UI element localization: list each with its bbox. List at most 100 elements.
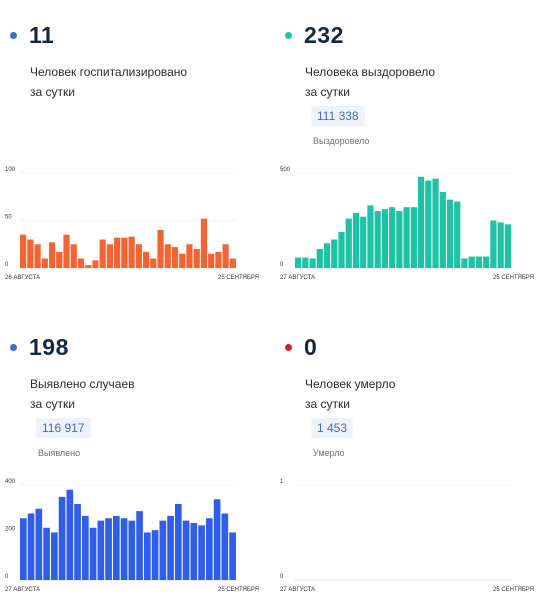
description-line: за сутки (30, 85, 75, 99)
deaths-chart: 1 0 27 АВГУСТА 25 СЕНТЯБРЯ (280, 479, 534, 593)
x-end-label: 25 СЕНТЯБРЯ (493, 275, 534, 281)
y-tick-label: 0 (280, 574, 284, 580)
bar (106, 244, 114, 268)
bar (461, 258, 468, 268)
bar (213, 499, 221, 580)
description-line: Человека выздоровело (305, 65, 436, 79)
bar (374, 211, 381, 268)
bar (27, 513, 35, 580)
bar (475, 256, 483, 268)
description-line: Выявлено случаев (30, 377, 135, 391)
stat-header: 198 (10, 334, 69, 361)
bar (439, 192, 446, 268)
bar (85, 265, 92, 268)
recovered-chart: 500 0 27 АВГУСТА 25 СЕНТЯБРЯ (280, 167, 534, 281)
x-start-label: 27 АВГУСТА (280, 275, 315, 281)
x-start-label: 27 АВГУСТА (5, 587, 40, 593)
bar (48, 242, 56, 268)
bullet-dot-icon (285, 32, 292, 39)
x-end-label: 25 СЕНТЯБРЯ (218, 275, 259, 281)
bar (483, 256, 490, 268)
daily-value: 232 (304, 22, 344, 48)
bar (20, 518, 27, 580)
description-line: Человек умерло (305, 377, 396, 391)
y-tick-label: 0 (5, 262, 9, 268)
bar (179, 253, 186, 268)
bar (27, 239, 34, 268)
bullet-dot-icon (285, 344, 292, 351)
bar (120, 518, 128, 580)
bar (43, 527, 50, 580)
bar (490, 220, 497, 268)
bar (295, 257, 302, 268)
bar (410, 207, 417, 268)
bullet-dot-icon (10, 32, 17, 39)
description-line: за сутки (305, 397, 350, 411)
bar (331, 239, 338, 268)
bar (92, 260, 99, 268)
bar (89, 527, 97, 580)
bar (352, 212, 360, 268)
bar (338, 231, 345, 268)
bar (182, 520, 190, 581)
bar (171, 247, 179, 268)
bar (136, 511, 143, 581)
bar (56, 251, 63, 268)
stat-description: Выявлено случаев за сутки (30, 374, 250, 414)
bar (389, 207, 396, 268)
y-tick-label: 400 (5, 479, 16, 485)
stat-header: 11 (10, 22, 54, 49)
deaths-panel: 0 Человек умерло за сутки 1 453 Умерло 1… (275, 312, 540, 612)
bar (66, 489, 74, 580)
bar (215, 251, 222, 268)
bar (221, 513, 229, 580)
bar (367, 205, 374, 268)
bar (468, 256, 475, 268)
y-tick-label: 50 (5, 215, 12, 221)
bar (58, 496, 66, 581)
bar (74, 504, 81, 580)
bar (229, 532, 236, 580)
bar (425, 180, 432, 268)
bar (135, 244, 142, 268)
bar (20, 234, 27, 268)
bar (51, 532, 58, 580)
bar (200, 218, 208, 268)
recovered-panel: 232 Человека выздоровело за сутки 111 33… (275, 0, 540, 300)
bar (35, 508, 43, 580)
bar (63, 234, 70, 268)
bar (150, 258, 157, 268)
bar (206, 518, 213, 580)
bar (190, 523, 198, 580)
total-value: 1 453 (311, 418, 354, 438)
bar (198, 525, 205, 580)
y-tick-label: 200 (5, 527, 16, 533)
cases-chart: 400 200 0 27 АВГУСТА 25 СЕНТЯБРЯ (5, 479, 259, 593)
bar (208, 253, 215, 268)
x-end-label: 25 СЕНТЯБРЯ (493, 587, 534, 593)
stat-description: Человек умерло за сутки (305, 374, 525, 414)
bar (396, 211, 403, 268)
bar (316, 249, 323, 268)
daily-value: 11 (29, 22, 55, 48)
bar (360, 216, 367, 268)
x-start-label: 26 АВГУСТА (5, 275, 40, 281)
stat-header: 0 (285, 334, 317, 361)
bar (432, 178, 439, 268)
total-label: Умерло (313, 448, 345, 458)
daily-value: 198 (29, 334, 69, 360)
bar (167, 515, 174, 581)
bar (128, 520, 136, 581)
description-line: за сутки (305, 85, 350, 99)
stat-description: Человека выздоровело за сутки (305, 62, 525, 102)
bar (446, 199, 454, 268)
bar (142, 251, 150, 268)
y-tick-label: 0 (5, 574, 9, 580)
bar (82, 515, 89, 581)
bar (454, 201, 461, 268)
bar (229, 258, 236, 268)
bar (309, 258, 316, 268)
total-label: Выздоровело (313, 136, 370, 146)
bar (345, 218, 352, 268)
bar (302, 257, 309, 268)
